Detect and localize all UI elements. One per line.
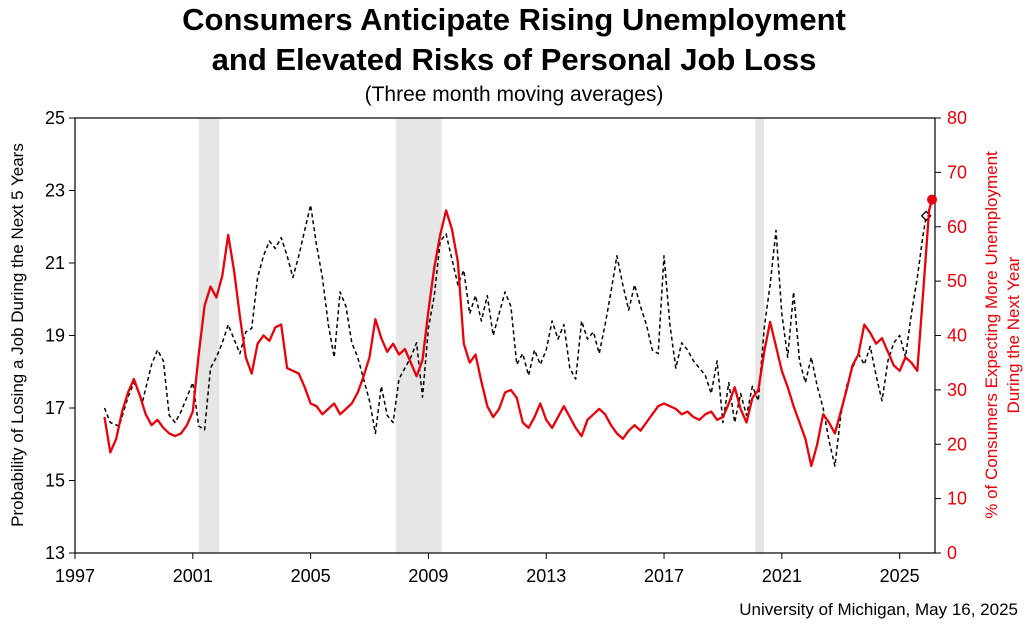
- left-axis-label: Probability of Losing a Job During the N…: [8, 143, 27, 527]
- x-tick-label: 2021: [762, 566, 802, 586]
- left-tick-label: 15: [45, 471, 65, 491]
- right-tick-label: 70: [947, 162, 967, 182]
- x-tick-label: 2013: [526, 566, 566, 586]
- right-tick-label: 50: [947, 271, 967, 291]
- job-loss-probability-series-line: [103, 204, 927, 467]
- right-tick-label: 10: [947, 489, 967, 509]
- recession-band-0: [198, 118, 220, 553]
- x-tick-label: 2001: [173, 566, 213, 586]
- right-axis-label-line1: % of Consumers Expecting More Unemployme…: [982, 151, 1001, 519]
- recession-band-1: [396, 118, 442, 553]
- chart-subtitle: (Three month moving averages): [364, 83, 664, 106]
- axis-frame: [69, 117, 941, 559]
- source-note: University of Michigan, May 16, 2025: [739, 600, 1018, 619]
- x-tick-label: 1997: [55, 566, 95, 586]
- recession-band-2: [755, 118, 765, 553]
- left-tick-label: 13: [45, 543, 65, 563]
- left-tick-label: 19: [45, 326, 65, 346]
- x-tick-label: 2025: [880, 566, 920, 586]
- left-tick-label: 21: [45, 253, 65, 273]
- right-tick-label: 40: [947, 326, 967, 346]
- left-tick-label: 17: [45, 398, 65, 418]
- left-tick-label: 23: [45, 181, 65, 201]
- right-tick-label: 60: [947, 217, 967, 237]
- x-tick-label: 2017: [644, 566, 684, 586]
- right-tick-label: 30: [947, 380, 967, 400]
- right-tick-label: 20: [947, 434, 967, 454]
- x-tick-label: 2005: [291, 566, 331, 586]
- series-lines: [103, 194, 938, 468]
- more-unemployment-latest-point: [927, 194, 938, 205]
- recession-shading: [198, 118, 765, 553]
- left-tick-label: 25: [45, 108, 65, 128]
- right-tick-label: 0: [947, 543, 957, 563]
- chart-title-line2: and Elevated Risks of Personal Job Loss: [211, 42, 817, 77]
- x-tick-label: 2009: [408, 566, 448, 586]
- right-axis-label-line2: During the Next Year: [1004, 256, 1023, 413]
- chart-title-line1: Consumers Anticipate Rising Unemployment: [182, 2, 846, 37]
- tick-labels: 13 15 17 19 21 23 25 0 10 20 30 40 50 60 70 80 1997 2001 2…: [45, 108, 967, 586]
- right-tick-label: 80: [947, 108, 967, 128]
- more-unemployment-series-line: [103, 199, 934, 468]
